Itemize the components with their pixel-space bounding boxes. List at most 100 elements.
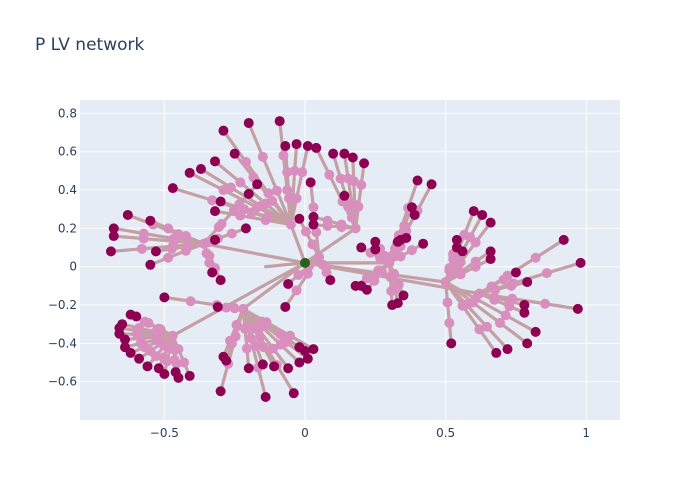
inner-node xyxy=(260,215,271,226)
inner-node xyxy=(171,358,182,369)
leaf-node xyxy=(406,202,417,213)
inner-node xyxy=(251,340,262,351)
network-edge xyxy=(188,171,226,192)
inner-node xyxy=(235,177,246,188)
inner-node xyxy=(282,185,293,196)
inner-node xyxy=(179,357,190,368)
network-edge xyxy=(202,242,307,265)
inner-node xyxy=(163,223,174,234)
leaf-node xyxy=(210,206,220,217)
leaf-node xyxy=(274,116,285,127)
inner-node xyxy=(289,165,300,176)
network-edge xyxy=(545,261,583,275)
inner-node xyxy=(221,302,232,313)
inner-node xyxy=(257,151,268,162)
leaf-node xyxy=(325,275,336,286)
leaf-node xyxy=(392,298,403,309)
leaf-node xyxy=(308,211,319,222)
leaf-node xyxy=(308,344,319,355)
leaf-node xyxy=(522,338,533,349)
inner-node xyxy=(218,185,229,196)
leaf-node xyxy=(294,357,305,368)
y-axis-ticks: −0.6 −0.4 −0.2 0 0.2 0.4 0.6 0.8 xyxy=(48,106,77,388)
leaf-node xyxy=(173,372,184,383)
leaf-node xyxy=(302,140,313,151)
leaf-node xyxy=(409,209,420,220)
inner-node xyxy=(401,225,412,236)
leaf-node xyxy=(392,236,403,247)
inner-node xyxy=(230,331,241,342)
leaf-node xyxy=(221,355,232,366)
network-edge xyxy=(275,189,293,227)
inner-node xyxy=(138,233,149,244)
leaf-node xyxy=(359,158,370,169)
inner-node xyxy=(489,294,500,305)
inner-node xyxy=(470,237,481,248)
network-edge xyxy=(498,321,529,345)
leaf-node xyxy=(260,392,271,403)
inner-node xyxy=(375,252,385,263)
inner-node xyxy=(207,195,218,206)
inner-node xyxy=(455,257,466,268)
inner-node xyxy=(369,275,380,286)
network-edge xyxy=(142,231,176,241)
leaf-node xyxy=(347,152,358,163)
leaf-node xyxy=(269,361,280,372)
leaf-node xyxy=(243,363,254,374)
network-edge xyxy=(261,155,279,193)
leaf-node xyxy=(210,156,220,167)
network-edge xyxy=(142,237,176,243)
leaf-node xyxy=(145,215,156,226)
leaf-node xyxy=(519,300,530,311)
inner-node xyxy=(474,288,485,299)
inner-node xyxy=(246,207,257,218)
inner-node xyxy=(455,269,466,280)
leaf-node xyxy=(370,236,381,247)
x-axis-ticks: −0.5 0 0.5 1 xyxy=(150,426,590,440)
network-edge xyxy=(303,226,358,265)
network-edge xyxy=(485,325,510,351)
inner-node xyxy=(444,265,455,276)
leaf-node xyxy=(210,234,220,245)
leaf-node xyxy=(451,234,462,245)
y-tick-label: 0.2 xyxy=(58,221,77,235)
leaf-node xyxy=(558,234,569,245)
inner-node xyxy=(278,150,289,161)
inner-node xyxy=(530,252,541,263)
inner-node xyxy=(143,317,154,328)
leaf-node xyxy=(361,284,372,295)
x-tick-label: −0.5 xyxy=(150,426,179,440)
inner-node xyxy=(448,254,459,265)
leaf-node xyxy=(122,209,133,220)
leaf-node xyxy=(294,213,305,224)
leaf-node xyxy=(412,175,423,186)
inner-node xyxy=(255,331,265,342)
y-tick-label: −0.4 xyxy=(48,336,77,350)
inner-node xyxy=(204,250,215,261)
inner-node xyxy=(281,337,292,348)
inner-node xyxy=(500,310,511,321)
leaf-node xyxy=(131,311,142,322)
inner-node xyxy=(322,220,333,231)
leaf-node xyxy=(134,353,145,364)
source-node xyxy=(300,257,310,268)
inner-node xyxy=(440,277,451,288)
leaf-node xyxy=(229,148,240,159)
leaf-node xyxy=(184,167,195,178)
network-edge xyxy=(504,313,538,334)
inner-node xyxy=(361,273,372,284)
inner-node xyxy=(308,202,319,213)
network-edge xyxy=(213,159,242,184)
leaf-node xyxy=(207,267,218,278)
leaf-node xyxy=(491,347,502,358)
inner-node xyxy=(350,223,361,234)
leaf-node xyxy=(370,244,381,255)
inner-node xyxy=(258,342,269,353)
leaf-node xyxy=(283,363,294,374)
inner-node xyxy=(540,298,550,309)
leaf-node xyxy=(215,275,226,286)
y-tick-label: −0.6 xyxy=(48,375,77,389)
inner-node xyxy=(444,317,455,328)
leaf-node xyxy=(280,140,291,151)
inner-node xyxy=(245,333,256,344)
